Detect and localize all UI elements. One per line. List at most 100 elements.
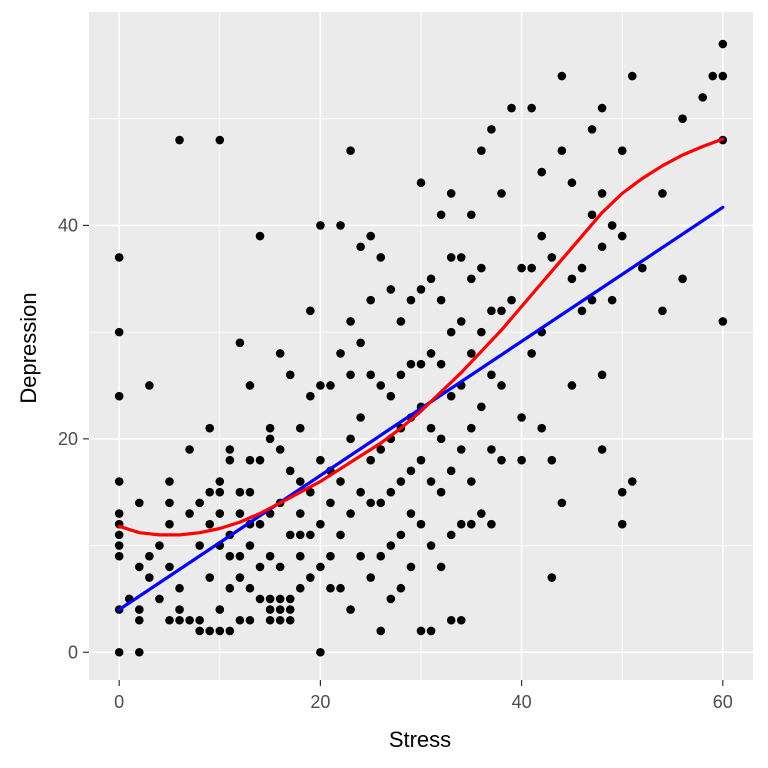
data-point — [396, 530, 406, 540]
data-point — [607, 221, 617, 230]
y-tick-label: 20 — [58, 429, 78, 449]
data-point — [446, 391, 456, 401]
data-point — [135, 562, 144, 572]
data-point — [326, 551, 335, 561]
data-point — [718, 39, 728, 49]
data-point — [617, 146, 627, 156]
data-point — [215, 509, 225, 518]
data-point — [205, 626, 215, 636]
data-point — [225, 445, 235, 454]
data-point — [547, 455, 557, 465]
x-tick-label: 40 — [512, 692, 532, 712]
data-point — [527, 263, 536, 273]
data-point — [597, 103, 607, 113]
data-point — [135, 605, 144, 614]
data-point — [617, 231, 627, 241]
data-point — [205, 423, 215, 433]
data-point — [145, 381, 154, 390]
data-point — [316, 519, 325, 529]
data-point — [678, 114, 687, 124]
data-point — [336, 349, 345, 358]
data-point — [316, 221, 325, 230]
data-point — [165, 519, 174, 529]
data-point — [436, 359, 446, 369]
data-point — [114, 509, 124, 518]
data-point — [285, 370, 295, 380]
data-point — [376, 551, 386, 561]
data-point — [467, 274, 476, 284]
data-point — [225, 583, 235, 593]
data-point — [467, 423, 476, 433]
data-point — [557, 71, 567, 81]
data-point — [114, 647, 124, 657]
data-point — [678, 274, 687, 284]
data-point — [436, 562, 446, 572]
data-point — [356, 242, 365, 252]
data-point — [376, 626, 386, 636]
data-point — [396, 317, 406, 326]
data-point — [366, 573, 375, 582]
data-point — [446, 615, 456, 625]
x-tick-label: 20 — [310, 692, 330, 712]
data-point — [436, 434, 446, 444]
data-point — [597, 189, 607, 198]
data-point — [295, 551, 305, 561]
data-point — [446, 253, 456, 262]
data-point — [456, 317, 466, 326]
data-point — [215, 135, 225, 145]
data-point — [597, 445, 607, 454]
data-point — [517, 413, 526, 422]
data-point — [587, 125, 597, 134]
data-point — [114, 530, 124, 540]
data-point — [376, 498, 386, 508]
data-point — [346, 370, 355, 380]
data-point — [195, 626, 204, 636]
data-point — [265, 605, 275, 614]
data-point — [617, 519, 627, 529]
data-point — [366, 498, 375, 508]
data-point — [255, 594, 265, 604]
data-point — [114, 253, 124, 262]
data-point — [235, 509, 245, 518]
data-point — [175, 605, 184, 614]
data-point — [326, 583, 335, 593]
data-point — [477, 327, 486, 337]
data-point — [205, 487, 215, 497]
data-point — [366, 295, 375, 305]
data-point — [265, 423, 275, 433]
data-point — [406, 509, 416, 518]
data-point — [165, 615, 174, 625]
data-point — [135, 647, 144, 657]
data-point — [316, 455, 325, 465]
data-point — [617, 487, 627, 497]
data-point — [527, 349, 536, 358]
data-point — [497, 455, 506, 465]
data-point — [547, 253, 557, 262]
data-point — [477, 509, 486, 518]
data-point — [265, 434, 275, 444]
data-point — [356, 551, 365, 561]
data-point — [165, 498, 174, 508]
data-point — [346, 605, 355, 614]
data-point — [587, 210, 597, 220]
data-point — [426, 477, 436, 486]
data-point — [497, 189, 506, 198]
data-point — [295, 583, 305, 593]
data-point — [255, 519, 265, 529]
data-point — [356, 338, 365, 348]
data-point — [255, 455, 265, 465]
data-point — [195, 498, 204, 508]
data-point — [275, 605, 285, 614]
data-point — [487, 125, 496, 134]
data-point — [245, 455, 255, 465]
data-point — [517, 455, 526, 465]
data-point — [487, 370, 496, 380]
data-point — [114, 541, 124, 550]
data-point — [275, 562, 285, 572]
data-point — [587, 295, 597, 305]
data-point — [517, 263, 526, 273]
data-point — [436, 295, 446, 305]
data-point — [145, 573, 154, 582]
data-point — [275, 349, 285, 358]
